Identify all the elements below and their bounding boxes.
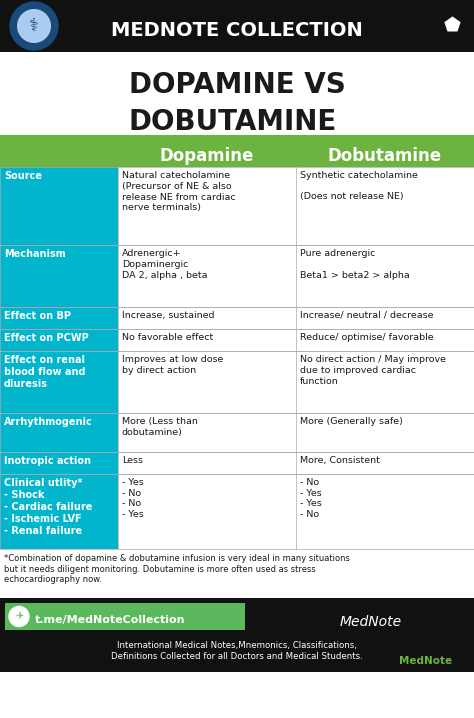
Bar [118,474,296,549]
Bar [0,549,474,598]
Bar [5,603,245,630]
Bar [296,329,474,351]
Bar [0,635,474,672]
Text: Adrenergic+
Dopaminergic
DA 2, alpha , beta: Adrenergic+ Dopaminergic DA 2, alpha , b… [122,249,208,279]
Text: More (Less than
dobutamine): More (Less than dobutamine) [122,417,198,437]
Text: No direct action / May improve
due to improved cardiac
function: No direct action / May improve due to im… [300,355,446,386]
Bar [0,329,118,351]
Circle shape [10,2,58,50]
Circle shape [18,9,50,42]
Bar [0,351,118,413]
Text: Inotropic action: Inotropic action [4,456,91,466]
Text: More, Consistent: More, Consistent [300,456,380,465]
Bar [118,135,296,167]
Text: ⚕: ⚕ [29,17,39,35]
Text: Clinical utlity*
- Shock
- Cardiac failure
- Ischemic LVF
- Renal failure: Clinical utlity* - Shock - Cardiac failu… [4,478,92,536]
Text: Effect on PCWP: Effect on PCWP [4,333,89,343]
Text: Less: Less [122,456,143,465]
Text: - Yes
- No
- No
- Yes: - Yes - No - No - Yes [122,478,144,519]
Bar [0,452,118,474]
Bar [118,329,296,351]
Bar [296,167,474,245]
Text: Mechanism: Mechanism [4,249,66,259]
Text: Synthetic catecholamine

(Does not release NE): Synthetic catecholamine (Does not releas… [300,171,418,202]
Bar [296,307,474,329]
Bar [296,474,474,549]
Bar [0,245,118,307]
Bar [0,0,474,52]
Text: - No
- Yes
- Yes
- No: - No - Yes - Yes - No [300,478,322,519]
Text: Dopamine: Dopamine [160,147,254,165]
Text: Pure adrenergic

Beta1 > beta2 > alpha: Pure adrenergic Beta1 > beta2 > alpha [300,249,410,279]
Bar [118,452,296,474]
Bar [296,351,474,413]
Bar [296,452,474,474]
Bar [118,245,296,307]
Text: Increase/ neutral / decrease: Increase/ neutral / decrease [300,311,434,320]
Bar [296,135,474,167]
Bar [118,307,296,329]
Text: No favorable effect: No favorable effect [122,333,213,342]
Bar [0,167,118,245]
Text: MedNote: MedNote [340,615,402,628]
Text: More (Generally safe): More (Generally safe) [300,417,403,426]
Text: Source: Source [4,171,42,181]
Text: DOPAMINE VS
DOBUTAMINE: DOPAMINE VS DOBUTAMINE [128,71,346,136]
Text: Dobutamine: Dobutamine [328,147,442,165]
Bar [118,351,296,413]
Text: Reduce/ optimise/ favorable: Reduce/ optimise/ favorable [300,333,434,342]
Bar [296,413,474,452]
Bar [118,167,296,245]
Bar [0,307,118,329]
Text: t.me/MedNoteCollection: t.me/MedNoteCollection [35,615,185,625]
Bar [118,413,296,452]
Bar [296,245,474,307]
Text: Effect on BP: Effect on BP [4,311,71,321]
Text: Natural catecholamine
(Precursor of NE & also
release NE from cardiac
nerve term: Natural catecholamine (Precursor of NE &… [122,171,236,213]
Bar [0,135,118,167]
Text: Increase, sustained: Increase, sustained [122,311,215,320]
Text: Arrhythmogenic: Arrhythmogenic [4,417,93,427]
Bar [0,598,474,635]
Bar [0,52,474,135]
Text: International Medical Notes,Mnemonics, Classifications,
Definitions Collected fo: International Medical Notes,Mnemonics, C… [111,641,363,661]
Circle shape [9,607,29,627]
Text: Improves at low dose
by direct action: Improves at low dose by direct action [122,355,223,375]
Text: MedNote: MedNote [400,656,453,666]
Bar [0,474,118,549]
Text: MEDNOTE COLLECTION: MEDNOTE COLLECTION [111,22,363,40]
Text: *Combination of dopamine & dobutamine infusion is very ideal in many situations
: *Combination of dopamine & dobutamine in… [4,554,350,584]
Text: ⬟: ⬟ [444,17,461,35]
Text: ✈: ✈ [15,612,23,622]
Text: Effect on renal
blood flow and
diuresis: Effect on renal blood flow and diuresis [4,355,85,389]
Bar [0,413,118,452]
